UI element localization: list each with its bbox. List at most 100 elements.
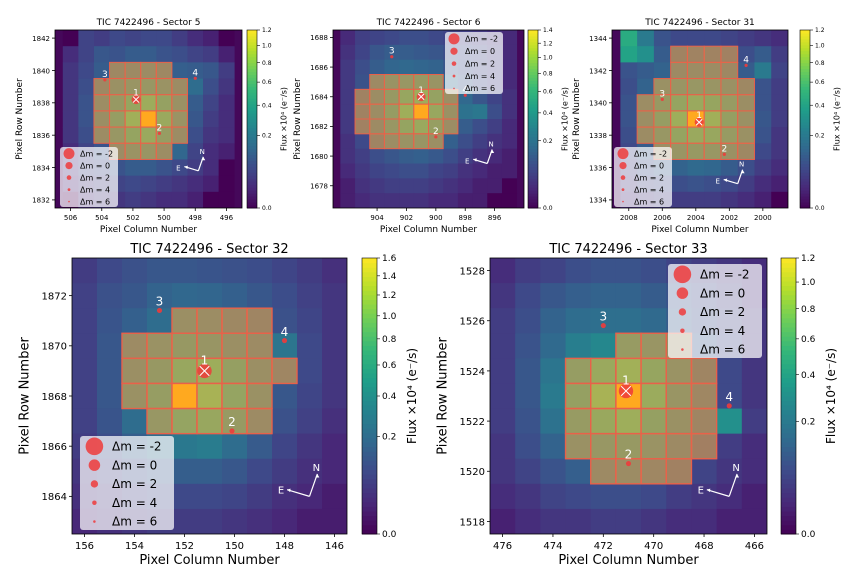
panel-sector-3: 1 2 3 4 N E Δm = -2 Δm = 0 Δm = 2 Δm = 4 Δm = 6 156…: [18, 242, 420, 568]
heatmap-cell: [615, 283, 642, 309]
heatmap-cell: [565, 508, 592, 534]
heatmap-cell: [340, 133, 356, 150]
aperture-pixel: [109, 110, 126, 128]
legend-box: [445, 32, 503, 94]
plot-area: 1 2 3 4 N E Δm = -2 Δm = 0 Δm = 2 Δm = 4 Δm = 6: [55, 30, 242, 208]
heatmap-cell: [413, 148, 429, 164]
colorbar-tick-label: 1.2: [382, 291, 396, 301]
colorbar-segment: [362, 373, 377, 379]
colorbar-segment: [800, 38, 810, 43]
heatmap-cell: [515, 408, 541, 435]
heatmap-cell: [72, 408, 98, 435]
colorbar-segment: [781, 377, 796, 383]
neighbor-star: [103, 78, 107, 82]
heatmap-cell: [97, 333, 123, 359]
heatmap-cell: [399, 148, 415, 164]
y-tick-label: 1834: [32, 164, 50, 172]
heatmap-cell: [272, 308, 298, 334]
heatmap-cell: [515, 433, 541, 460]
aperture-pixel: [196, 407, 223, 435]
heatmap-cell: [297, 408, 323, 435]
legend-label: Δm = 2: [465, 59, 495, 68]
heatmap-cell: [247, 283, 273, 309]
colorbar-tick-label: 0.8: [382, 335, 397, 345]
aperture-pixel: [665, 407, 693, 435]
plot-frame: [332, 29, 525, 209]
heatmap-cell: [172, 508, 198, 534]
legend-marker: [621, 188, 625, 192]
colorbar-segment: [362, 446, 377, 452]
legend-marker: [90, 480, 99, 488]
x-axis-label: Pixel Column Number: [380, 225, 477, 235]
aperture-pixel: [615, 407, 642, 435]
heatmap-cell: [297, 483, 323, 510]
aperture-pixel: [146, 407, 173, 435]
heatmap-cell: [340, 178, 356, 194]
aperture-pixel: [354, 118, 371, 135]
colorbar-segment: [781, 524, 796, 530]
colorbar-segment: [528, 56, 538, 61]
heatmap-cell: [187, 78, 204, 96]
heatmap-cell: [428, 148, 444, 164]
heatmap-cell: [272, 408, 298, 435]
colorbar-segment: [781, 285, 796, 291]
colorbar-segment: [528, 92, 538, 96]
compass-north-head: [315, 473, 320, 478]
neighbor-label: 3: [102, 70, 108, 80]
aperture-pixel: [686, 94, 705, 112]
heatmap-cell: [637, 62, 655, 79]
x-tick-label: 504: [95, 214, 109, 222]
y-axis-label: Pixel Row Number: [15, 78, 25, 160]
aperture-pixel: [686, 126, 705, 144]
aperture-pixel: [670, 94, 688, 112]
x-axis-label: Pixel Column Number: [558, 553, 699, 568]
colorbar-segment: [362, 262, 377, 268]
heatmap-cell: [122, 408, 148, 435]
heatmap-cell: [218, 62, 235, 79]
colorbar-segment: [800, 77, 810, 81]
heatmap-cell: [203, 46, 220, 63]
colorbar-segment: [247, 136, 257, 141]
colorbar-tick-label: 1.2: [815, 27, 825, 34]
heatmap-cell: [272, 458, 298, 485]
colorbar-segment: [362, 405, 377, 411]
heatmap-cell: [171, 143, 188, 160]
heatmap-cell: [754, 191, 772, 208]
x-tick-label: 2000: [754, 214, 772, 222]
aperture-pixel: [221, 307, 248, 334]
y-tick-label: 1524: [460, 367, 485, 378]
compass-east-head: [287, 488, 291, 493]
plot-area: 1 2 3 4 N E Δm = -2 Δm = 0 Δm = 2 Δm = 4 Δm = 6: [72, 258, 347, 534]
x-tick-label: 902: [400, 214, 413, 222]
heatmap-cell: [97, 258, 123, 284]
heatmap-cell: [340, 148, 356, 164]
colorbar-segment: [247, 166, 257, 170]
colorbar-segment: [781, 313, 796, 319]
heatmap-cell: [203, 94, 220, 112]
colorbar-segment: [528, 71, 538, 75]
colorbar-segment: [362, 460, 377, 466]
aperture-pixel: [703, 45, 722, 63]
aperture-pixel: [369, 88, 385, 105]
heatmap-cell: [590, 333, 617, 359]
heatmap-cell: [297, 508, 323, 534]
heatmap-cell: [399, 44, 415, 61]
legend-marker: [67, 188, 71, 192]
heatmap-cell: [620, 110, 638, 128]
heatmap-cell: [565, 458, 592, 485]
colorbar-segment: [247, 59, 257, 64]
colorbar-segment: [362, 497, 377, 503]
compass-east-label: E: [176, 165, 180, 173]
heatmap-cell: [670, 30, 688, 47]
heatmap-cell: [272, 333, 298, 359]
colorbar-segment: [247, 30, 257, 34]
colorbar-segment: [528, 86, 538, 90]
heatmap-cell: [754, 127, 772, 144]
heatmap-cell: [62, 62, 79, 79]
colorbar-segment: [528, 154, 538, 159]
heatmap-cell: [737, 30, 755, 47]
compass-east-label: E: [278, 486, 284, 497]
colorbar-segment: [247, 187, 257, 191]
target-label: 1: [201, 354, 209, 368]
